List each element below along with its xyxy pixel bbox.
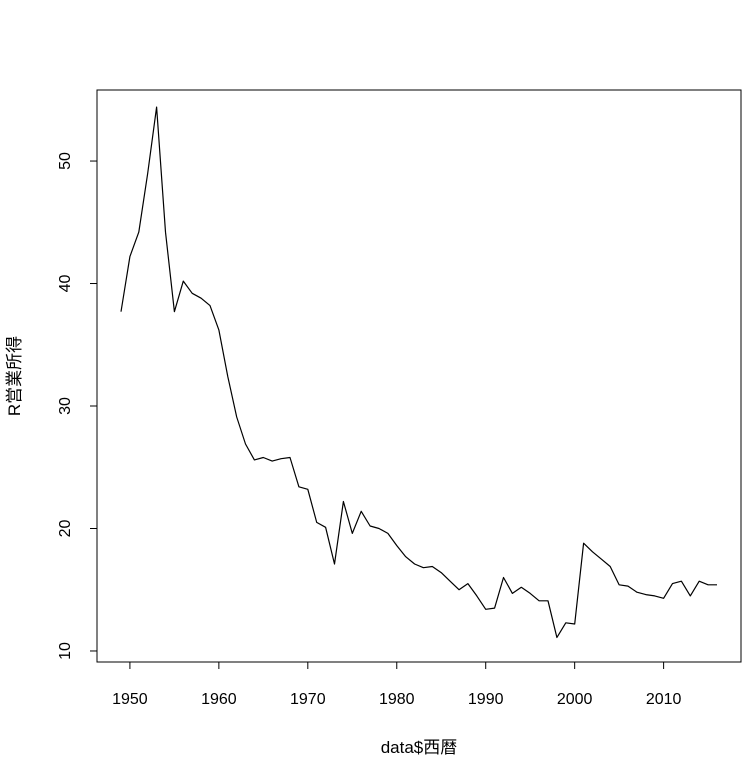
y-tick-label: 50 — [57, 152, 74, 170]
x-tick-label: 1960 — [201, 691, 237, 708]
x-tick-label: 2010 — [646, 691, 682, 708]
y-tick-label: 40 — [57, 275, 74, 293]
x-axis-title: data$西暦 — [381, 738, 458, 757]
x-tick-label: 1980 — [379, 691, 415, 708]
x-tick-label: 1970 — [290, 691, 326, 708]
data-points — [120, 106, 719, 639]
y-tick-label: 30 — [57, 397, 74, 415]
y-axis: 10 20 30 40 50 — [57, 152, 98, 660]
y-axis-title: R営業所得 — [5, 336, 24, 416]
x-axis: 1950 1960 1970 1980 1990 2000 2010 — [112, 661, 682, 708]
y-tick-label: 20 — [57, 519, 74, 537]
x-tick-label: 1990 — [468, 691, 504, 708]
plot-frame — [96, 89, 742, 663]
x-tick-label: 1950 — [112, 691, 148, 708]
y-tick-label: 10 — [57, 642, 74, 660]
x-tick-label: 2000 — [557, 691, 593, 708]
series-line — [120, 106, 717, 639]
